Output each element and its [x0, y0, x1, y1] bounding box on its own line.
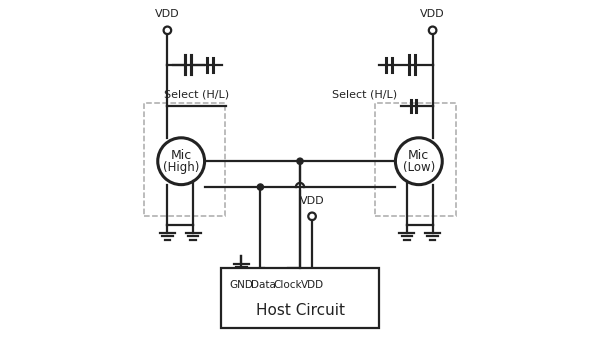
Text: GND: GND [230, 280, 253, 290]
Circle shape [297, 158, 303, 164]
Circle shape [257, 184, 263, 190]
Text: Mic: Mic [408, 148, 430, 161]
Text: Host Circuit: Host Circuit [256, 303, 344, 318]
Text: Select (H/L): Select (H/L) [164, 89, 229, 99]
FancyBboxPatch shape [221, 268, 379, 328]
Text: Data: Data [251, 280, 276, 290]
Text: VDD: VDD [420, 9, 445, 19]
Text: (High): (High) [163, 161, 199, 174]
Text: Clock: Clock [274, 280, 302, 290]
Text: (Low): (Low) [403, 161, 435, 174]
Text: Mic: Mic [170, 148, 192, 161]
Text: VDD: VDD [155, 9, 180, 19]
Text: VDD: VDD [301, 280, 323, 290]
Text: Select (H/L): Select (H/L) [332, 89, 397, 99]
Text: VDD: VDD [300, 196, 325, 206]
